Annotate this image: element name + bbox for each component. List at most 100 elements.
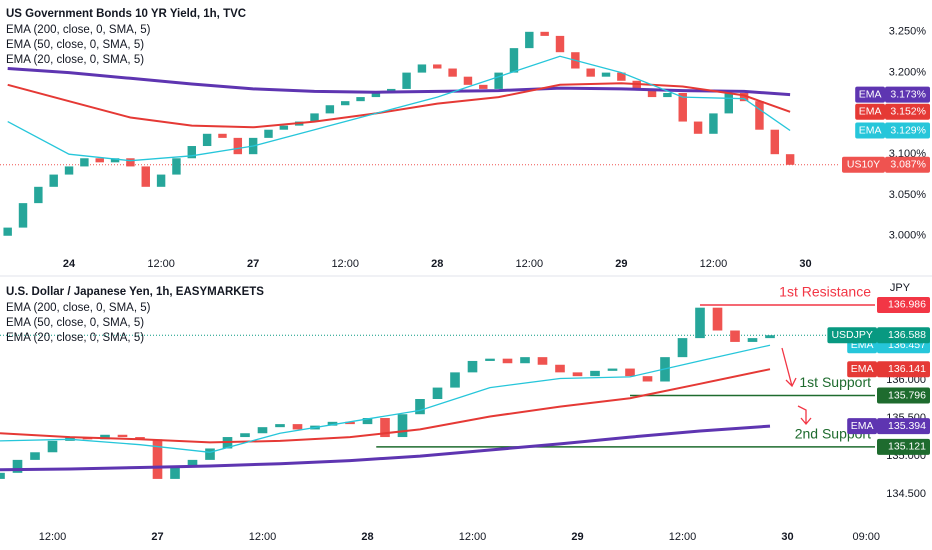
ema-line	[0, 424, 771, 472]
price-tag-name: EMA	[859, 106, 882, 118]
candle	[520, 357, 530, 364]
x-tick-label: 12:00	[39, 531, 67, 543]
price-tag-name-box	[847, 418, 877, 435]
candle	[402, 72, 411, 89]
candle	[765, 335, 775, 339]
candle	[356, 97, 365, 102]
candle	[345, 421, 355, 425]
annotation-arrows	[781, 347, 812, 426]
candle	[397, 414, 408, 438]
legend-entry: EMA (200, close, 0, SMA, 5)	[6, 24, 151, 36]
candle	[432, 387, 443, 399]
candle	[257, 427, 268, 434]
candle	[12, 459, 23, 473]
price-tag-value: 135.796	[888, 389, 926, 401]
candle	[325, 105, 335, 114]
candle	[555, 35, 565, 53]
x-tick-label: 12:00	[249, 531, 277, 543]
candle	[110, 158, 120, 163]
price-tag-name-box	[855, 86, 885, 103]
candle	[80, 158, 89, 167]
price-tag-value: 135.394	[888, 420, 926, 432]
candle	[415, 399, 425, 415]
candle	[463, 76, 473, 85]
candle	[730, 330, 740, 342]
ema-line	[0, 368, 771, 444]
candle	[540, 31, 549, 36]
price-tag-name: EMA	[859, 88, 882, 100]
price-tag-box	[877, 327, 930, 344]
candle	[327, 421, 338, 426]
candle	[617, 72, 626, 81]
candle	[218, 133, 227, 138]
price-tag-box	[877, 361, 930, 378]
candle	[18, 203, 28, 228]
candle	[30, 452, 40, 460]
candle	[739, 93, 749, 102]
candle	[205, 448, 215, 460]
candle	[141, 166, 150, 187]
candle	[3, 227, 12, 236]
price-tag-box	[877, 387, 930, 404]
candle	[279, 125, 289, 130]
candle	[770, 129, 780, 155]
x-tick-label: 30	[799, 258, 811, 270]
x-tick-label: 27	[247, 258, 259, 270]
y-tick-label: 3.200%	[889, 67, 927, 79]
candle	[117, 434, 128, 438]
y-tick-label: 3.250%	[889, 26, 927, 38]
candle	[47, 440, 58, 453]
candle	[152, 439, 163, 479]
axis-unit: JPY	[890, 282, 911, 294]
candle	[625, 368, 635, 377]
candle	[450, 372, 460, 388]
candle	[693, 121, 703, 134]
y-tick-label: 3.050%	[889, 189, 927, 201]
arrow	[797, 405, 812, 426]
price-tag-value: 3.129%	[890, 124, 926, 136]
candle	[467, 360, 478, 373]
price-tag-box	[885, 86, 930, 103]
candle	[380, 418, 390, 438]
ema-line	[7, 67, 791, 97]
price-tag-box	[877, 418, 930, 435]
candle	[135, 437, 145, 440]
candle	[292, 424, 303, 430]
x-tick-label: 28	[431, 258, 443, 270]
price-tag-value: 3.152%	[890, 106, 926, 118]
price-tag-value: 136.141	[888, 363, 926, 375]
candle	[34, 186, 43, 204]
candle	[0, 472, 5, 479]
ema-line	[0, 344, 771, 453]
candle	[525, 31, 534, 49]
price-tag-name-box	[847, 361, 877, 378]
candle	[310, 113, 319, 122]
candle	[264, 129, 273, 138]
price-tag-value: 135.121	[888, 441, 926, 453]
price-tag-name: EMA	[851, 363, 874, 375]
candle	[187, 459, 198, 468]
candle	[537, 357, 548, 365]
legend-title: US Government Bonds 10 YR Yield, 1h, TVC	[6, 8, 246, 20]
candle	[755, 101, 764, 130]
price-tag-box	[885, 103, 930, 120]
candle	[647, 88, 657, 98]
price-tag-name-box	[842, 156, 885, 173]
y-tick-label: 134.500	[886, 488, 926, 500]
x-tick-label: 29	[615, 258, 627, 270]
candle	[747, 338, 758, 342]
candle	[448, 68, 457, 77]
candle	[502, 358, 513, 364]
y-tick-label: 3.000%	[889, 230, 927, 242]
candle	[275, 424, 285, 428]
candle	[64, 166, 74, 175]
legend-title: U.S. Dollar / Japanese Yen, 1h, EASYMARK…	[6, 286, 264, 298]
candle	[785, 154, 795, 165]
candle	[433, 64, 442, 69]
level-label: 1st Resistance	[779, 284, 871, 300]
candle	[49, 174, 58, 187]
price-tag-box	[877, 296, 930, 313]
x-tick-label: 27	[151, 531, 163, 543]
price-tag-name-box	[855, 103, 885, 120]
candle	[417, 64, 427, 73]
